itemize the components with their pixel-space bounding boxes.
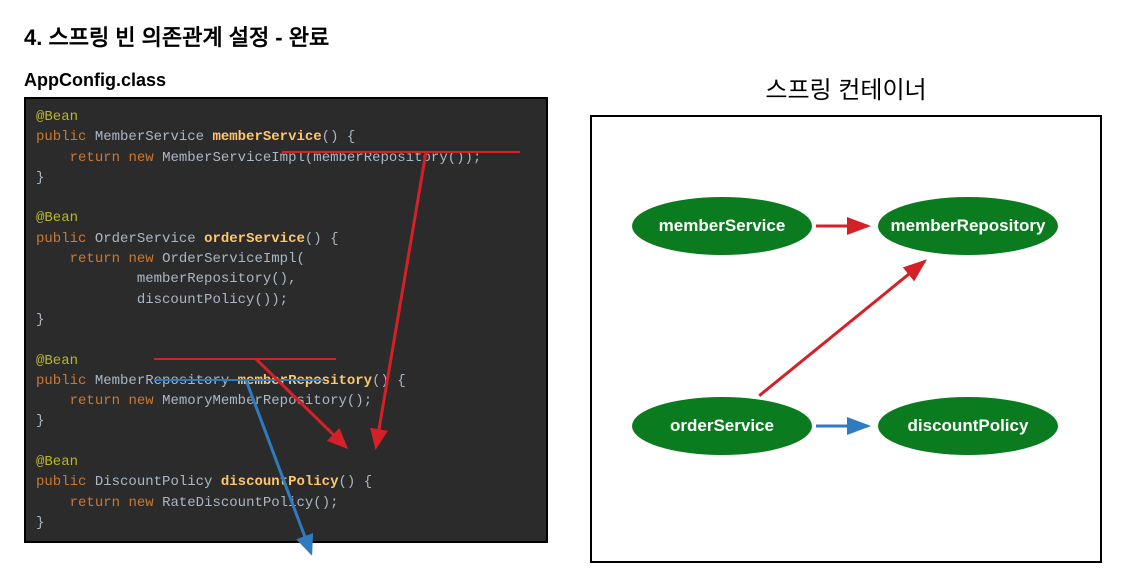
- graph-box: memberService memberRepository orderServic…: [590, 115, 1102, 563]
- code-block: @Bean public MemberService memberService…: [26, 99, 546, 541]
- node-discountPolicy: discountPolicy: [878, 397, 1058, 455]
- right-column: 스프링 컨테이너 memberService memberRepository or…: [590, 70, 1102, 563]
- node-memberService: memberService: [632, 197, 812, 255]
- subtitle-left: AppConfig.class: [24, 70, 550, 91]
- container-title: 스프링 컨테이너: [590, 70, 1102, 105]
- node-orderService: orderService: [632, 397, 812, 455]
- graph-edges: [592, 117, 1104, 565]
- columns: AppConfig.class @Bean public MemberServi…: [24, 70, 1102, 563]
- edge-orderService-memberRepository: [759, 261, 924, 396]
- left-column: AppConfig.class @Bean public MemberServi…: [24, 70, 550, 563]
- node-memberRepository: memberRepository: [878, 197, 1058, 255]
- code-wrap: @Bean public MemberService memberService…: [24, 97, 548, 543]
- page-title: 4. 스프링 빈 의존관계 설정 - 완료: [24, 20, 1102, 52]
